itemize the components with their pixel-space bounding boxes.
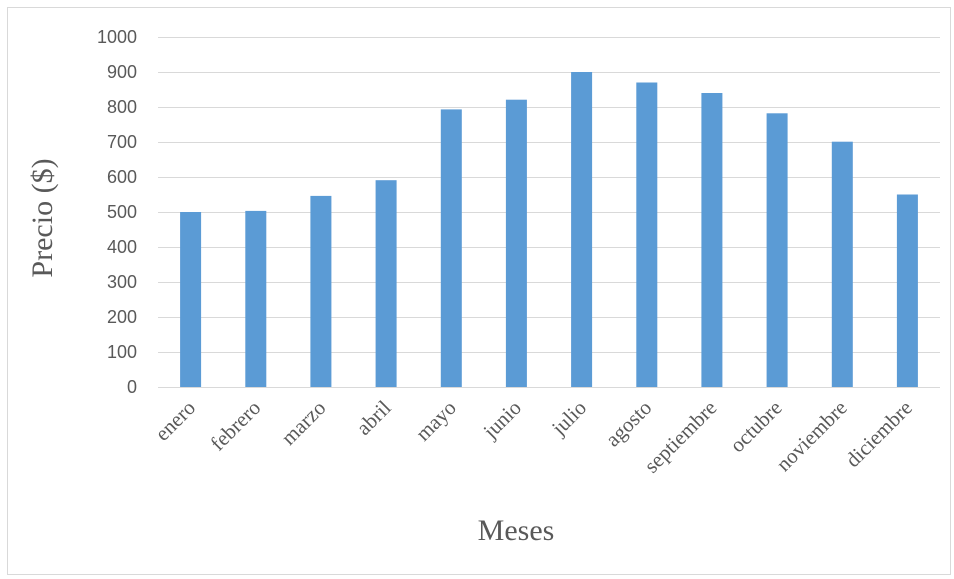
bar-septiembre [701, 93, 723, 387]
x-tick-label: febrero [205, 396, 265, 456]
bars [180, 72, 918, 388]
bar-noviembre [831, 141, 853, 387]
y-tick-label: 100 [107, 342, 137, 362]
gridlines [158, 37, 940, 388]
bar-abril [375, 180, 397, 387]
x-axis-title: Meses [478, 514, 555, 547]
y-tick-label: 0 [127, 377, 137, 397]
x-tick-label: julio [546, 396, 591, 441]
bar-diciembre [896, 194, 918, 387]
y-tick-label: 800 [107, 97, 137, 117]
y-tick-label: 600 [107, 167, 137, 187]
bar-chart: 0 100 200 300 400 500 600 700 800 900 1000 enero fe… [26, 27, 940, 547]
x-tick-label: octubre [725, 396, 787, 458]
bar-junio [505, 99, 527, 387]
x-tick-label: marzo [276, 396, 330, 450]
y-tick-label: 900 [107, 62, 137, 82]
x-tick-label: junio [478, 396, 526, 444]
y-axis-title: Precio ($) [26, 158, 59, 277]
x-tick-label: diciembre [841, 396, 917, 472]
y-tick-label: 200 [107, 307, 137, 327]
bar-enero [180, 212, 202, 387]
x-tick-label: enero [150, 396, 200, 446]
bar-agosto [636, 82, 658, 387]
x-axis-ticks: enero febrero marzo abril mayo junio julio agos… [150, 395, 917, 477]
x-tick-label: noviembre [771, 396, 851, 476]
x-tick-label: mayo [411, 396, 461, 446]
x-tick-label: agosto [601, 396, 657, 452]
bar-octubre [766, 113, 788, 388]
bar-julio [571, 72, 593, 387]
y-tick-label: 1000 [97, 27, 137, 47]
bar-febrero [245, 210, 267, 387]
y-tick-label: 400 [107, 237, 137, 257]
chart-frame: 0 100 200 300 400 500 600 700 800 900 1000 enero fe… [7, 7, 951, 575]
y-tick-label: 300 [107, 272, 137, 292]
bar-marzo [310, 195, 332, 387]
x-tick-label: septiembre [639, 396, 721, 478]
x-tick-label: abril [351, 395, 395, 439]
bar-mayo [440, 109, 462, 388]
y-tick-label: 500 [107, 202, 137, 222]
y-axis-ticks: 0 100 200 300 400 500 600 700 800 900 1000 [97, 27, 137, 397]
y-tick-label: 700 [107, 132, 137, 152]
